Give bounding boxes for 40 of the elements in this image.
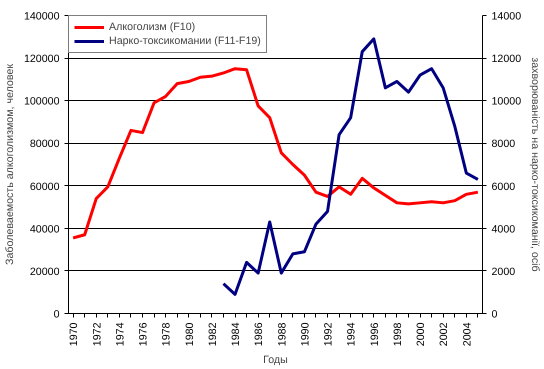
y2-tick-label: 0 <box>492 308 498 320</box>
x-tick-label: 1982 <box>206 322 219 346</box>
x-tick-label: 1990 <box>299 322 312 346</box>
y-tick-label: 20000 <box>30 266 60 278</box>
x-tick-label: 1996 <box>368 322 381 346</box>
x-axis-title: Годы <box>263 354 288 366</box>
y2-tick-label: 8000 <box>492 138 516 150</box>
line-series <box>72 67 480 240</box>
legend-label: Нарко-токсикомании (F11-F19) <box>109 35 261 47</box>
x-tick-label: 1986 <box>253 322 266 346</box>
y2-tick-label: 2000 <box>492 266 516 278</box>
x-tick-label: 1978 <box>160 322 173 346</box>
x-tick-label: 1992 <box>322 322 335 346</box>
y2-tick-label: 10000 <box>492 96 522 108</box>
y-tick-label: 40000 <box>30 223 60 236</box>
x-tick-label: 1970 <box>68 322 80 346</box>
x-tick-label: 1994 <box>346 322 358 346</box>
y-tick-label: 120000 <box>24 53 60 66</box>
x-tick-label: 1974 <box>114 322 126 346</box>
x-tick-label: 1976 <box>138 322 150 346</box>
y2-axis-title: захворюваність на нарко-токсикоманії, осіб <box>529 57 542 272</box>
x-tick-label: 1984 <box>230 322 242 346</box>
x-tick-label: 1998 <box>392 322 404 346</box>
y2-tick-label: 12000 <box>492 53 522 66</box>
y-axis-title: Заболеваемость алкоголизмом, человек <box>4 64 16 265</box>
y-tick-label: 100000 <box>24 96 60 108</box>
y-tick-label: 140000 <box>24 10 60 22</box>
legend-label: Алкоголизм (F10) <box>109 21 196 33</box>
y2-tick-label: 14000 <box>492 10 522 22</box>
y-tick-label: 80000 <box>30 138 60 150</box>
y-tick-label: 60000 <box>30 180 60 193</box>
x-tick-label: 2002 <box>438 322 450 346</box>
x-tick-label: 1980 <box>184 322 196 346</box>
y-tick-label: 0 <box>54 308 60 320</box>
y2-tick-label: 6000 <box>492 180 516 193</box>
x-tick-label: 2000 <box>415 322 428 346</box>
x-tick-label: 2004 <box>461 322 474 346</box>
x-tick-label: 1988 <box>276 322 288 346</box>
y2-tick-label: 4000 <box>492 223 516 236</box>
x-tick-label: 1972 <box>91 322 104 346</box>
